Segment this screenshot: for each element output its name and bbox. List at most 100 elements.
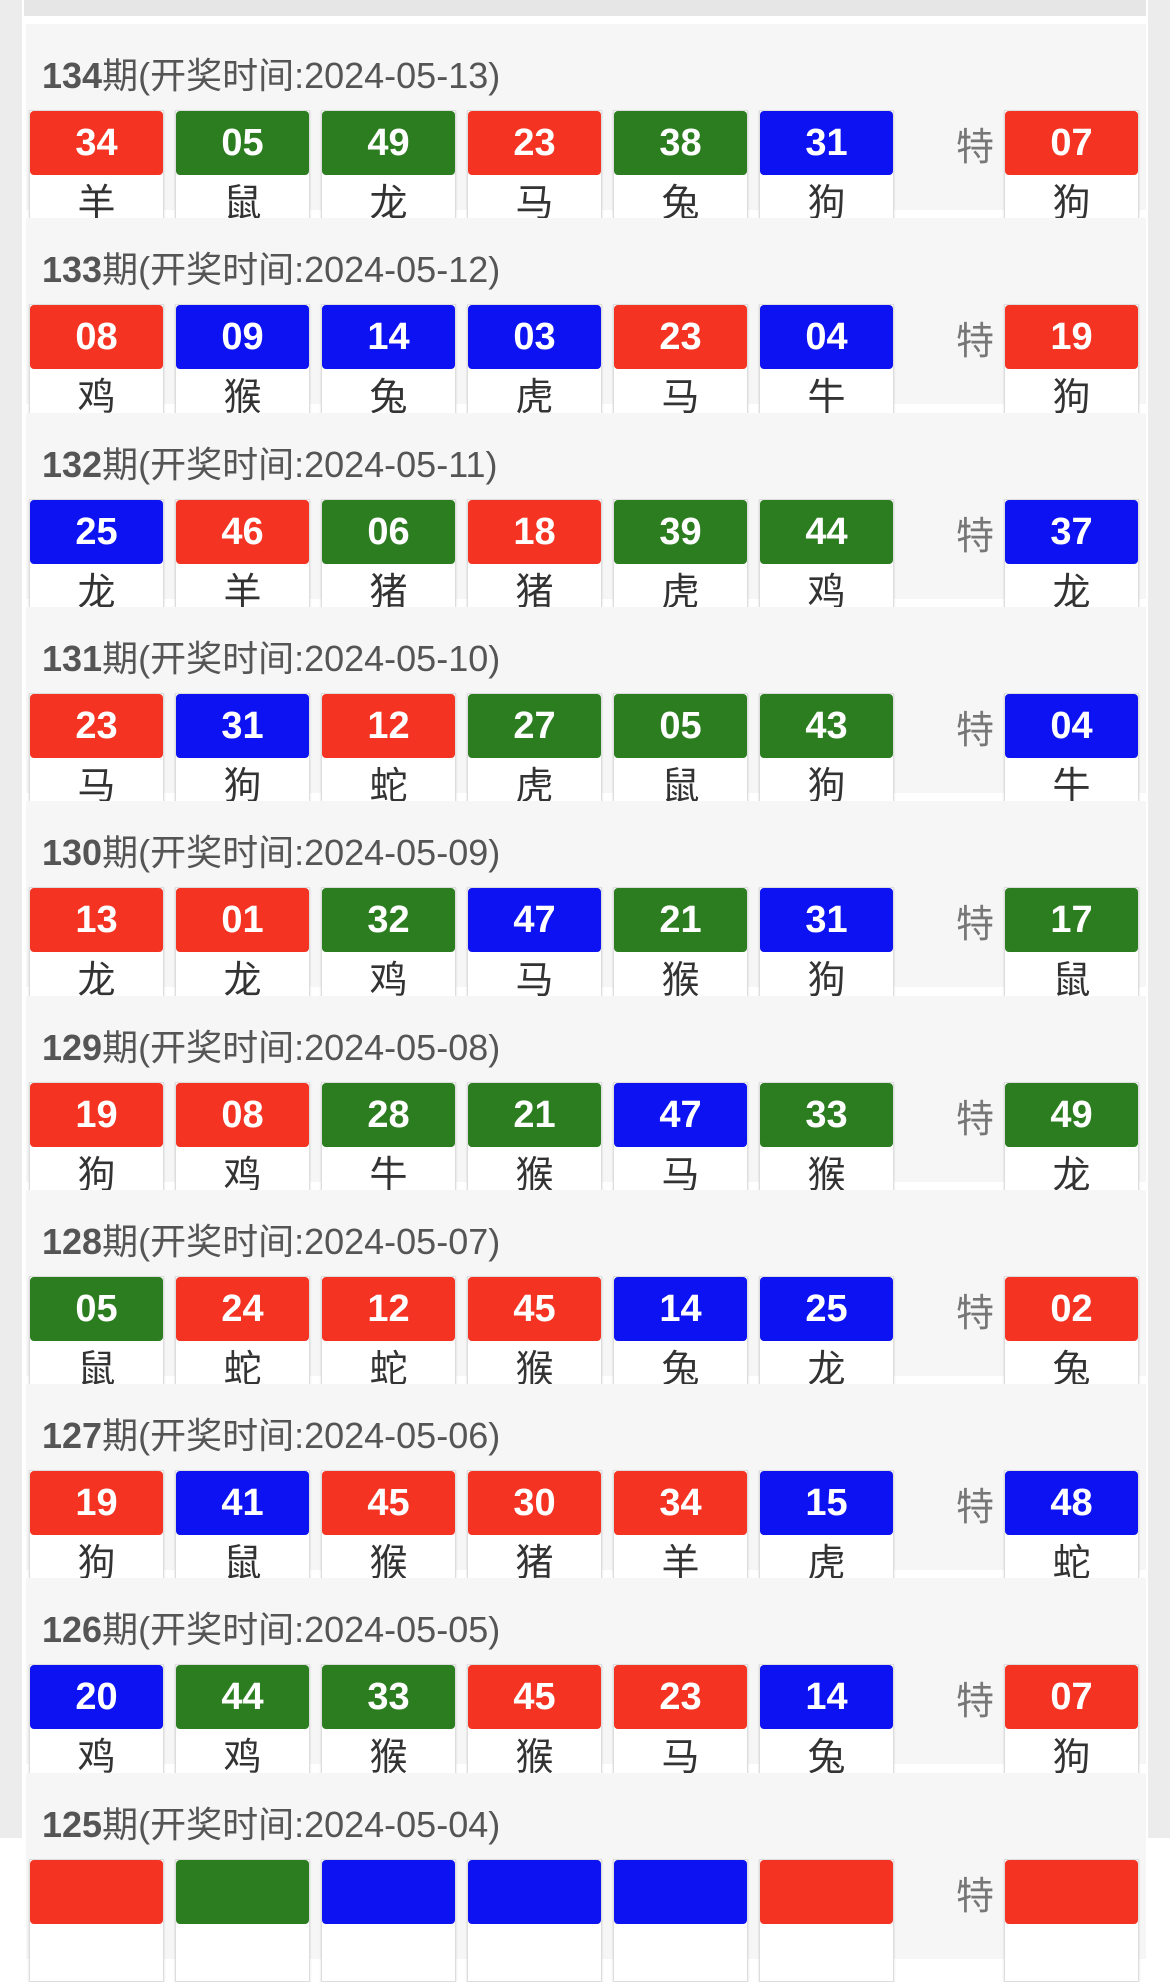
ball-card: 05 鼠 (613, 692, 748, 816)
ball-number: 05 (176, 111, 309, 175)
right-edge (1148, 0, 1170, 1838)
zodiac-label: 虎 (515, 377, 554, 420)
ball-card: 43 狗 (759, 692, 894, 816)
ball-card: 20 鸡 (29, 1664, 164, 1788)
ball-card: 06 猪 (321, 498, 456, 622)
zodiac-label: 龙 (807, 1348, 846, 1391)
ball-number: 44 (176, 1665, 309, 1730)
draw-header: 134期(开奖时间:2024-05-13) (42, 56, 500, 96)
ball-number: 07 (1005, 1665, 1138, 1730)
ball-card: 18 猪 (467, 498, 602, 622)
draw-date: (开奖时间:2024-05-08) (138, 1026, 501, 1068)
zodiac-label: 兔 (369, 377, 408, 420)
draw-header: 132期(开奖时间:2024-05-11) (42, 443, 498, 485)
zodiac-label: 兔 (661, 1348, 700, 1391)
ball-card: 41 鼠 (175, 1470, 310, 1594)
zodiac-label: 狗 (223, 765, 262, 808)
ball-number: 31 (176, 693, 309, 758)
ball-number: 47 (614, 1082, 747, 1147)
zodiac-label: 虎 (661, 571, 700, 614)
zodiac-label: 鸡 (77, 377, 116, 420)
zodiac-label: 羊 (77, 183, 116, 225)
ball-number: 07 (1005, 111, 1138, 175)
draw-header: 128期(开奖时间:2024-05-07) (42, 1221, 500, 1262)
ball-number: 39 (614, 499, 747, 564)
ball-number: 30 (468, 1471, 601, 1536)
zodiac-label: 狗 (77, 1154, 116, 1197)
ball-number (614, 1859, 747, 1924)
zodiac-label: 蛇 (223, 1348, 262, 1391)
ball-number: 41 (176, 1471, 309, 1536)
ball-number: 12 (322, 1276, 455, 1341)
ball-card: 19 狗 (29, 1081, 164, 1205)
draw-date: (开奖时间:2024-05-13) (138, 55, 501, 96)
zodiac-label: 鸡 (223, 1737, 262, 1780)
period-suffix: 期 (102, 443, 139, 485)
period-number: 125 (42, 1803, 103, 1845)
zodiac-label: 虎 (515, 765, 554, 808)
special-ball-card: 19 狗 (1004, 304, 1139, 428)
ball-number: 09 (176, 305, 309, 370)
ball-card: 14 兔 (759, 1664, 894, 1788)
ball-number: 46 (176, 499, 309, 564)
zodiac-label (760, 1924, 893, 1982)
special-label: 特 (955, 1681, 994, 1724)
draw-date: (开奖时间:2024-05-05) (138, 1609, 501, 1651)
draw-date: (开奖时间:2024-05-06) (138, 1415, 501, 1457)
ball-number: 05 (614, 693, 747, 758)
period-suffix: 期 (102, 1609, 139, 1651)
period-suffix: 期 (102, 1026, 139, 1068)
ball-number: 23 (614, 305, 747, 370)
zodiac-label: 牛 (369, 1154, 408, 1197)
ball-number: 33 (322, 1665, 455, 1730)
draw-row: 134期(开奖时间:2024-05-13) 34 羊 05 鼠 49 龙 23 马 38 兔 31 狗 特… (26, 24, 1146, 233)
ball-card: 08 鸡 (29, 304, 164, 428)
draw-row: 125期(开奖时间:2024-05-04) 特 (26, 1772, 1146, 1982)
zodiac-label (322, 1924, 455, 1982)
ball-number: 23 (30, 693, 163, 758)
ball-card: 23 马 (613, 304, 748, 428)
top-bar (24, 0, 1146, 16)
ball-card: 31 狗 (759, 887, 894, 1011)
period-number: 132 (42, 443, 103, 485)
special-ball-card: 07 狗 (1004, 110, 1139, 233)
special-label: 特 (955, 1292, 994, 1335)
draw-row: 133期(开奖时间:2024-05-12) 08 鸡 09 猴 14 兔 03 虎 23 马 04 牛 特… (26, 218, 1146, 428)
ball-number: 13 (30, 888, 163, 953)
draw-date: (开奖时间:2024-05-11) (138, 443, 498, 485)
ball-card: 44 鸡 (175, 1664, 310, 1788)
special-label: 特 (955, 709, 994, 752)
zodiac-label: 鸡 (369, 960, 408, 1003)
draw-row: 128期(开奖时间:2024-05-07) 05 鼠 24 蛇 12 蛇 45 猴 14 兔 25 龙 特… (26, 1189, 1146, 1399)
ball-card: 19 狗 (29, 1470, 164, 1594)
ball-card: 25 龙 (29, 498, 164, 622)
period-number: 133 (42, 249, 103, 291)
draw-date: (开奖时间:2024-05-09) (138, 832, 501, 874)
special-ball-card: 37 龙 (1004, 498, 1139, 622)
ball-number: 20 (30, 1665, 163, 1730)
ball-card: 28 牛 (321, 1081, 456, 1205)
zodiac-label: 马 (661, 377, 700, 420)
ball-number: 37 (1005, 499, 1138, 564)
ball-number: 31 (760, 111, 893, 175)
zodiac-label (1005, 1924, 1138, 1982)
zodiac-label: 猪 (515, 1543, 554, 1586)
draw-date: (开奖时间:2024-05-12) (138, 249, 501, 291)
zodiac-label: 兔 (1052, 1348, 1091, 1391)
ball-number: 49 (1005, 1082, 1138, 1147)
ball-number: 28 (322, 1082, 455, 1147)
zodiac-label: 马 (515, 960, 554, 1003)
zodiac-label (614, 1924, 747, 1982)
zodiac-label: 牛 (807, 377, 846, 420)
period-suffix: 期 (102, 1415, 139, 1457)
draw-row: 130期(开奖时间:2024-05-09) 13 龙 01 龙 32 鸡 47 马 21 猴 31 狗 特… (26, 801, 1146, 1011)
ball-number: 02 (1005, 1276, 1138, 1341)
draw-header: 125期(开奖时间:2024-05-04) (42, 1803, 500, 1845)
zodiac-label: 虎 (807, 1543, 846, 1586)
ball-number: 19 (1005, 305, 1138, 370)
ball-card: 25 龙 (759, 1275, 894, 1399)
period-number: 126 (42, 1609, 103, 1651)
ball-number: 14 (760, 1665, 893, 1730)
zodiac-label: 蛇 (1052, 1543, 1091, 1586)
period-suffix: 期 (102, 249, 139, 291)
